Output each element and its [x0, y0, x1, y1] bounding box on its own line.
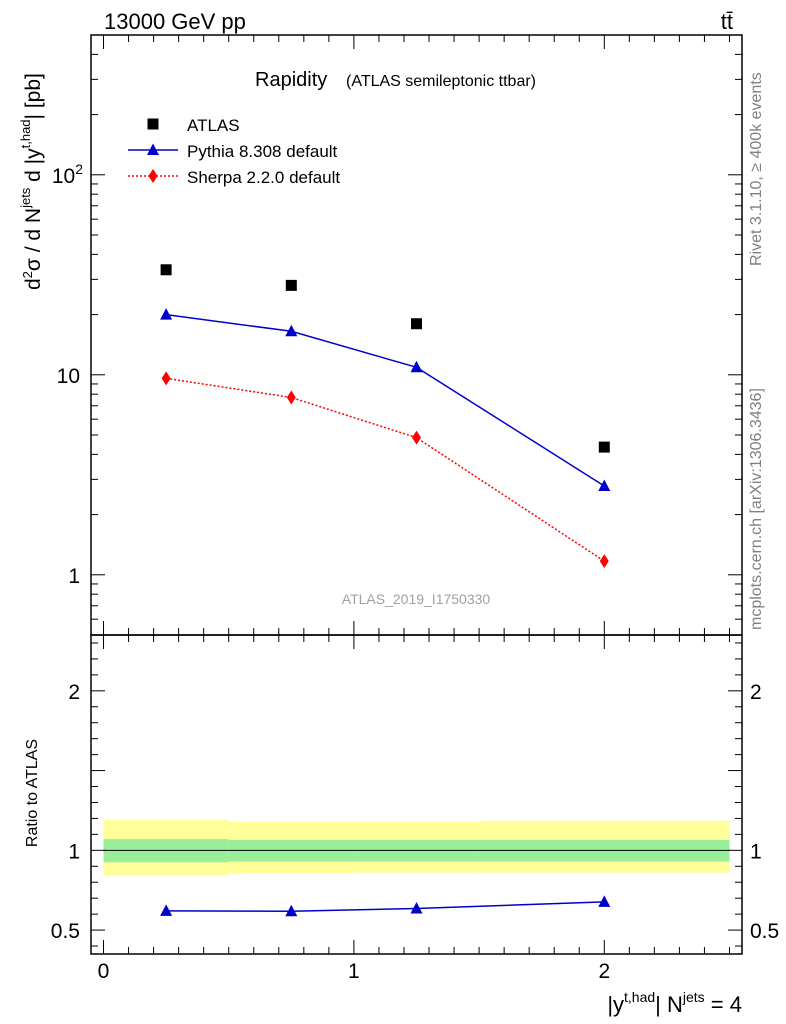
rivet-label: Rivet 3.1.10, ≥ 400k events	[748, 72, 765, 266]
ratio-y-tick-label-right: 2	[750, 681, 762, 704]
y-tick-label: 10	[57, 365, 80, 388]
ratio-x-tick-label: 1	[348, 960, 360, 983]
ratio-y-tick-label-right: 1	[750, 840, 762, 863]
ratio-line-0	[166, 901, 605, 913]
ratio-y-axis-label: Ratio to ATLAS	[24, 739, 41, 847]
ratio-x-axis: 0 1 2	[98, 635, 730, 983]
ratio-point	[410, 902, 423, 914]
data-point	[160, 264, 172, 276]
ratio-point	[160, 904, 173, 916]
ratio-point	[285, 904, 298, 917]
data-point	[161, 371, 171, 386]
series-line-1	[166, 313, 605, 487]
energy-label: 13000 GeV pp	[104, 9, 246, 34]
ratio-y-axis: 0.5 0.5 1 1 2 2	[51, 642, 779, 947]
chart-subtitle: (ATLAS semileptonic ttbar)	[346, 73, 536, 90]
ratio-x-axis-label: |yt,had| Njets = 4	[607, 989, 742, 1017]
main-y-axis: 1 10 102	[52, 34, 742, 636]
series-line-2	[166, 377, 605, 562]
data-point	[598, 441, 610, 453]
ratio-x-tick-label: 2	[598, 960, 610, 983]
ratio-x-tick-label: 0	[98, 960, 110, 983]
data-point	[160, 308, 173, 320]
y-tick-label: 102	[52, 161, 83, 188]
data-point	[598, 479, 611, 491]
data-point	[285, 324, 298, 337]
process-label: tt̄	[721, 9, 733, 34]
main-y-axis-label: d2σ / d Njets d |yt,had| [pb]	[18, 73, 45, 290]
chart-watermark: ATLAS_2019_I1750330	[342, 591, 491, 607]
main-x-ticks	[103, 35, 730, 635]
legend-label: Pythia 8.308 default	[187, 142, 338, 161]
data-point	[285, 279, 297, 291]
legend-marker	[148, 169, 158, 183]
main-panel: 1 10 102 Rapidity (ATLAS semileptonic ttba…	[18, 34, 743, 636]
ratio-y-tick-label: 0.5	[51, 920, 80, 943]
chart-title: Rapidity	[255, 69, 327, 91]
legend-marker	[147, 118, 159, 130]
legend-marker	[147, 143, 159, 155]
data-point	[410, 360, 423, 373]
ratio-point	[598, 895, 611, 907]
main-plot-content	[160, 264, 611, 569]
data-point	[286, 390, 296, 405]
mcplots-label: mcplots.cern.ch [arXiv:1306.3436]	[748, 388, 765, 630]
y-tick-label: 1	[68, 565, 80, 588]
ratio-y-tick-label-right: 0.5	[750, 920, 779, 943]
legend-label: ATLAS	[187, 116, 240, 135]
ratio-y-tick-label: 1	[68, 840, 80, 863]
legend-label: Sherpa 2.2.0 default	[187, 168, 340, 187]
ratio-panel: 0.5 0.5 1 1 2 2 0 1 2 Ratio to ATLAS |yt,had| N…	[24, 634, 779, 1017]
ratio-y-tick-label: 2	[68, 681, 80, 704]
ratio-plot-content	[103, 820, 730, 917]
legend: ATLAS Pythia 8.308 default Sherpa 2.2.0 de…	[128, 116, 340, 187]
ratio-frame	[90, 634, 743, 955]
data-point	[599, 554, 609, 569]
data-point	[412, 430, 421, 445]
data-point	[411, 318, 422, 330]
